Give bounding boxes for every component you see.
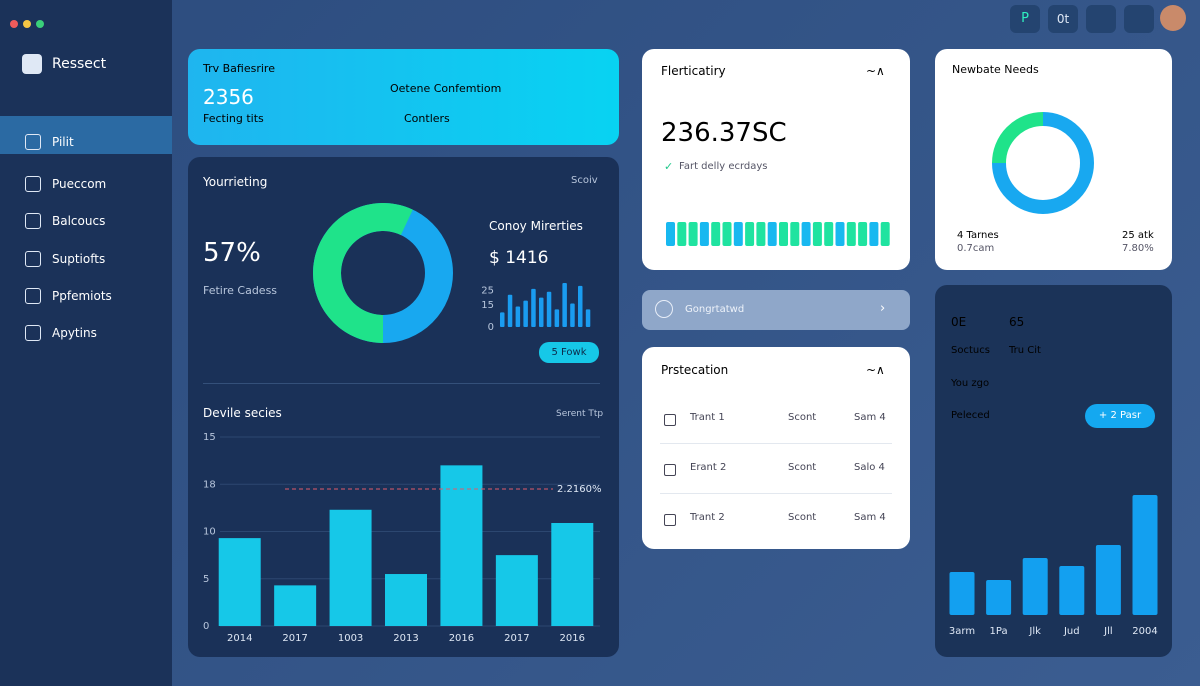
- flex-card: [642, 49, 910, 270]
- dark-line-1: You zgo: [951, 378, 990, 389]
- dark-line-2: Peleced: [951, 410, 990, 421]
- overview-action[interactable]: Scoiv: [571, 175, 598, 186]
- row-icon: [664, 464, 676, 476]
- row-cell: Erant 2: [690, 462, 727, 473]
- row-cell: Trant 2: [690, 512, 725, 523]
- overview-title: Yourrieting: [203, 175, 268, 189]
- avatar[interactable]: [1160, 5, 1186, 31]
- row-cell: Salo 4: [854, 462, 885, 473]
- row-cell: Sam 4: [854, 512, 886, 523]
- row-divider: [660, 443, 892, 444]
- topbar-icon[interactable]: [1086, 5, 1116, 33]
- summary-card: [188, 49, 619, 145]
- menu-item[interactable]: Apytins: [52, 326, 97, 340]
- table-action[interactable]: ~∧: [866, 363, 885, 377]
- row-divider: [660, 493, 892, 494]
- needs-left-1: 4 Tarnes: [957, 230, 999, 241]
- search-arrow: ›: [880, 301, 886, 316]
- table-card: [642, 347, 910, 549]
- menu-item[interactable]: Ppfemiots: [52, 289, 112, 303]
- row-cell: Sam 4: [854, 412, 886, 423]
- row-cell: Scont: [788, 412, 817, 423]
- stat: 57%: [203, 238, 261, 268]
- chart-subtitle: Serent Ttp: [556, 409, 604, 419]
- sidebar: [0, 0, 172, 686]
- window-dots: [10, 13, 44, 32]
- menu-item[interactable]: Suptiofts: [52, 252, 106, 266]
- mini-value: $ 1416: [489, 248, 549, 268]
- summary-link[interactable]: Contlers: [404, 112, 450, 125]
- brand: Ressect: [52, 56, 107, 72]
- row-icon: [664, 514, 676, 526]
- menu-icon: [25, 134, 41, 150]
- flex-value: 236.37SC: [661, 118, 787, 148]
- topbar-button[interactable]: 0t: [1048, 5, 1078, 33]
- menu-item[interactable]: Pilit: [52, 135, 74, 149]
- menu-icon: [25, 213, 41, 229]
- menu-item[interactable]: Balcoucs: [52, 214, 106, 228]
- menu-icon: [25, 288, 41, 304]
- flex-caption: Fart delly ecrdays: [679, 161, 768, 172]
- dark-stat-1: 0E: [951, 315, 967, 329]
- needs-right-1: 25 atk: [1122, 230, 1154, 241]
- row-cell: Trant 1: [690, 412, 725, 423]
- row-cell: Scont: [788, 462, 817, 473]
- chart-title: Devile secies: [203, 406, 282, 420]
- stat-caption: Fetire Cadess: [203, 284, 278, 297]
- search-icon: [655, 300, 673, 318]
- menu-icon: [25, 176, 41, 192]
- search-bar[interactable]: [642, 290, 910, 330]
- mini-button[interactable]: 5 Fowk: [539, 342, 599, 363]
- topbar-button[interactable]: P: [1010, 5, 1040, 33]
- search-placeholder: Gongrtatwd: [685, 304, 745, 315]
- dark-card: [935, 285, 1172, 657]
- flex-action[interactable]: ~∧: [866, 64, 885, 78]
- needs-title: Newbate Needs: [952, 63, 1039, 76]
- check-icon: ✓: [664, 160, 674, 173]
- menu-icon: [25, 325, 41, 341]
- dark-label-2: Tru Cit: [1009, 345, 1041, 356]
- brand-icon: [22, 54, 42, 74]
- row-icon: [664, 414, 676, 426]
- menu-item[interactable]: Pueccom: [52, 177, 107, 191]
- summary-middle: Oetene Confemtiom: [390, 82, 502, 95]
- summary-caption: Fecting tits: [203, 112, 264, 125]
- dark-label-1: Soctucs: [951, 345, 990, 356]
- summary-title: Trv Bafiesrire: [203, 62, 275, 75]
- dark-button[interactable]: + 2 Pasr: [1085, 404, 1155, 428]
- row-cell: Scont: [788, 512, 817, 523]
- needs-right-2: 7.80%: [1122, 243, 1154, 254]
- summary-value: 2356: [203, 85, 254, 109]
- table-title: Prstecation: [661, 363, 729, 377]
- flex-title: Flerticatiry: [661, 64, 726, 78]
- divider: [203, 383, 600, 384]
- menu-icon: [25, 251, 41, 267]
- dark-stat-2: 65: [1009, 315, 1025, 329]
- needs-left-2: 0.7cam: [957, 243, 995, 254]
- topbar-icon[interactable]: [1124, 5, 1154, 33]
- mini-title: Conoy Mirerties: [489, 219, 583, 233]
- active-item-bg: [0, 116, 172, 154]
